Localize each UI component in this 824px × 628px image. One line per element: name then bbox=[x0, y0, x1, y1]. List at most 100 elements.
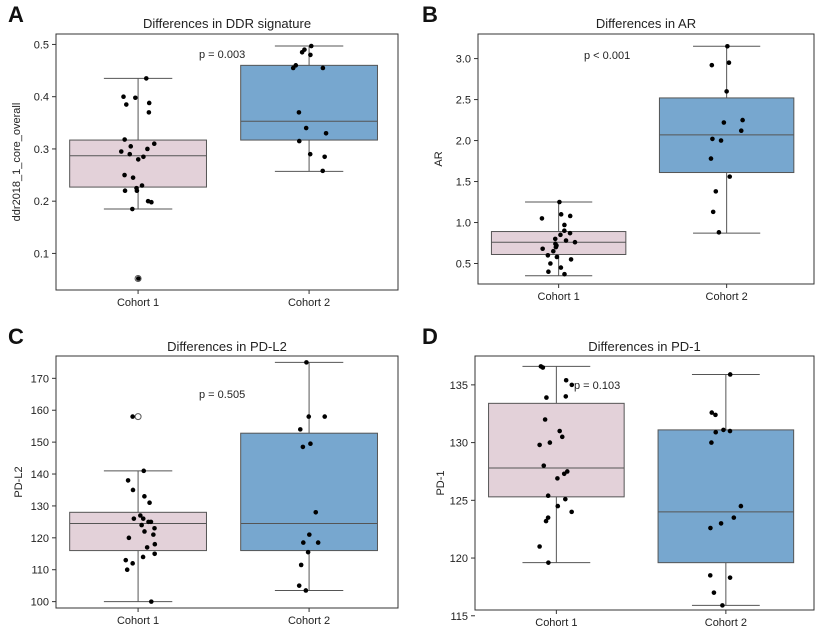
data-point bbox=[568, 257, 574, 262]
p-value-label: p = 0.505 bbox=[199, 389, 245, 401]
y-axis-label: PD-1 bbox=[435, 470, 447, 495]
data-point bbox=[122, 172, 127, 178]
data-point bbox=[557, 428, 562, 434]
data-point bbox=[558, 265, 564, 270]
data-point bbox=[727, 372, 733, 377]
data-point bbox=[710, 209, 716, 215]
data-point bbox=[307, 151, 313, 157]
y-tick-label: 115 bbox=[450, 611, 468, 623]
data-point bbox=[725, 43, 730, 49]
data-point bbox=[133, 95, 138, 101]
y-tick-label: 2.0 bbox=[456, 136, 471, 148]
data-point bbox=[301, 540, 306, 545]
panel-b: B Differences in AR AR 0.5 1.0 1.5 2.0 2.5 3.0 C… bbox=[412, 0, 824, 314]
data-point bbox=[540, 246, 545, 252]
data-point bbox=[308, 441, 313, 447]
data-point bbox=[121, 94, 126, 99]
y-tick-label: 0.5 bbox=[456, 259, 471, 271]
data-point bbox=[145, 146, 150, 152]
data-point bbox=[138, 513, 143, 518]
panel-letter: D bbox=[422, 324, 438, 349]
x-tick-label: Cohort 1 bbox=[538, 291, 580, 303]
data-point bbox=[545, 493, 551, 498]
data-point bbox=[320, 65, 326, 71]
data-point bbox=[139, 522, 144, 528]
data-point bbox=[127, 151, 133, 157]
y-tick-label: 0.3 bbox=[34, 144, 49, 156]
data-point bbox=[545, 253, 551, 258]
p-value-label: p < 0.001 bbox=[584, 50, 630, 62]
data-point bbox=[709, 440, 714, 445]
panel-letter: B bbox=[422, 2, 438, 27]
chart-title: Differences in DDR signature bbox=[143, 16, 311, 31]
y-tick-label: 125 bbox=[450, 495, 468, 507]
data-point bbox=[296, 138, 302, 144]
data-point bbox=[713, 412, 718, 418]
panel-c: C Differences in PD-L2 PD-L2 100 110 120 130 1… bbox=[0, 314, 412, 628]
data-point bbox=[738, 128, 744, 134]
y-tick-label: 0.1 bbox=[34, 248, 49, 260]
x-tick-label: Cohort 2 bbox=[706, 291, 748, 303]
panel-letter: C bbox=[8, 324, 24, 349]
y-tick-label: 130 bbox=[31, 501, 49, 513]
data-point bbox=[139, 183, 145, 188]
box-iqr bbox=[240, 432, 378, 552]
data-point bbox=[709, 410, 715, 415]
box-2 bbox=[240, 360, 378, 593]
data-point bbox=[152, 525, 157, 531]
panel-a: A Differences in DDR signature ddr2018_1_… bbox=[0, 0, 412, 314]
data-point bbox=[562, 222, 567, 228]
outlier-point bbox=[134, 275, 142, 283]
data-point bbox=[562, 228, 567, 234]
y-tick-label: 110 bbox=[31, 565, 49, 577]
data-point bbox=[720, 603, 725, 608]
chart-pd-l2: Differences in PD-L2 PD-L2 100 110 120 130 140… bbox=[13, 339, 399, 627]
data-point bbox=[721, 427, 726, 433]
y-tick-label: 3.0 bbox=[456, 54, 471, 66]
data-point bbox=[555, 503, 561, 509]
y-tick-label: 0.2 bbox=[34, 196, 49, 208]
panel-letter: A bbox=[8, 2, 24, 27]
y-tick-label: 1.5 bbox=[456, 177, 471, 189]
x-tick-label: Cohort 2 bbox=[705, 617, 747, 628]
data-point bbox=[709, 62, 715, 68]
chart-title: Differences in PD-1 bbox=[588, 339, 700, 354]
data-point bbox=[118, 149, 124, 154]
box-1 bbox=[69, 413, 207, 604]
y-tick-label: 120 bbox=[31, 533, 49, 545]
outlier-point bbox=[134, 413, 142, 421]
x-tick-label: Cohort 2 bbox=[288, 615, 330, 627]
data-point bbox=[307, 532, 312, 537]
data-point bbox=[323, 130, 329, 136]
data-point bbox=[151, 532, 156, 537]
data-point bbox=[142, 529, 147, 534]
data-point bbox=[141, 154, 146, 160]
data-point bbox=[130, 414, 135, 419]
data-point bbox=[727, 428, 733, 434]
data-point bbox=[562, 271, 567, 277]
data-point bbox=[146, 100, 152, 106]
data-point bbox=[303, 588, 309, 593]
y-tick-label: 130 bbox=[450, 438, 468, 450]
data-point bbox=[713, 429, 719, 435]
data-point bbox=[543, 518, 549, 524]
data-point bbox=[148, 599, 154, 604]
data-point bbox=[123, 557, 129, 563]
data-point bbox=[561, 471, 567, 477]
data-point bbox=[711, 590, 717, 595]
data-point bbox=[315, 540, 321, 545]
data-point bbox=[553, 244, 559, 250]
y-tick-label: 170 bbox=[31, 373, 49, 385]
data-point bbox=[724, 89, 729, 94]
data-point bbox=[710, 136, 715, 142]
data-point bbox=[128, 144, 134, 149]
data-point bbox=[313, 510, 319, 515]
data-point bbox=[125, 478, 131, 483]
data-point bbox=[140, 516, 146, 521]
box-iqr bbox=[240, 64, 378, 141]
plot-frame bbox=[477, 33, 815, 285]
box-1 bbox=[69, 76, 207, 283]
data-point bbox=[558, 212, 564, 217]
data-point bbox=[546, 269, 551, 275]
box-2 bbox=[657, 372, 795, 608]
